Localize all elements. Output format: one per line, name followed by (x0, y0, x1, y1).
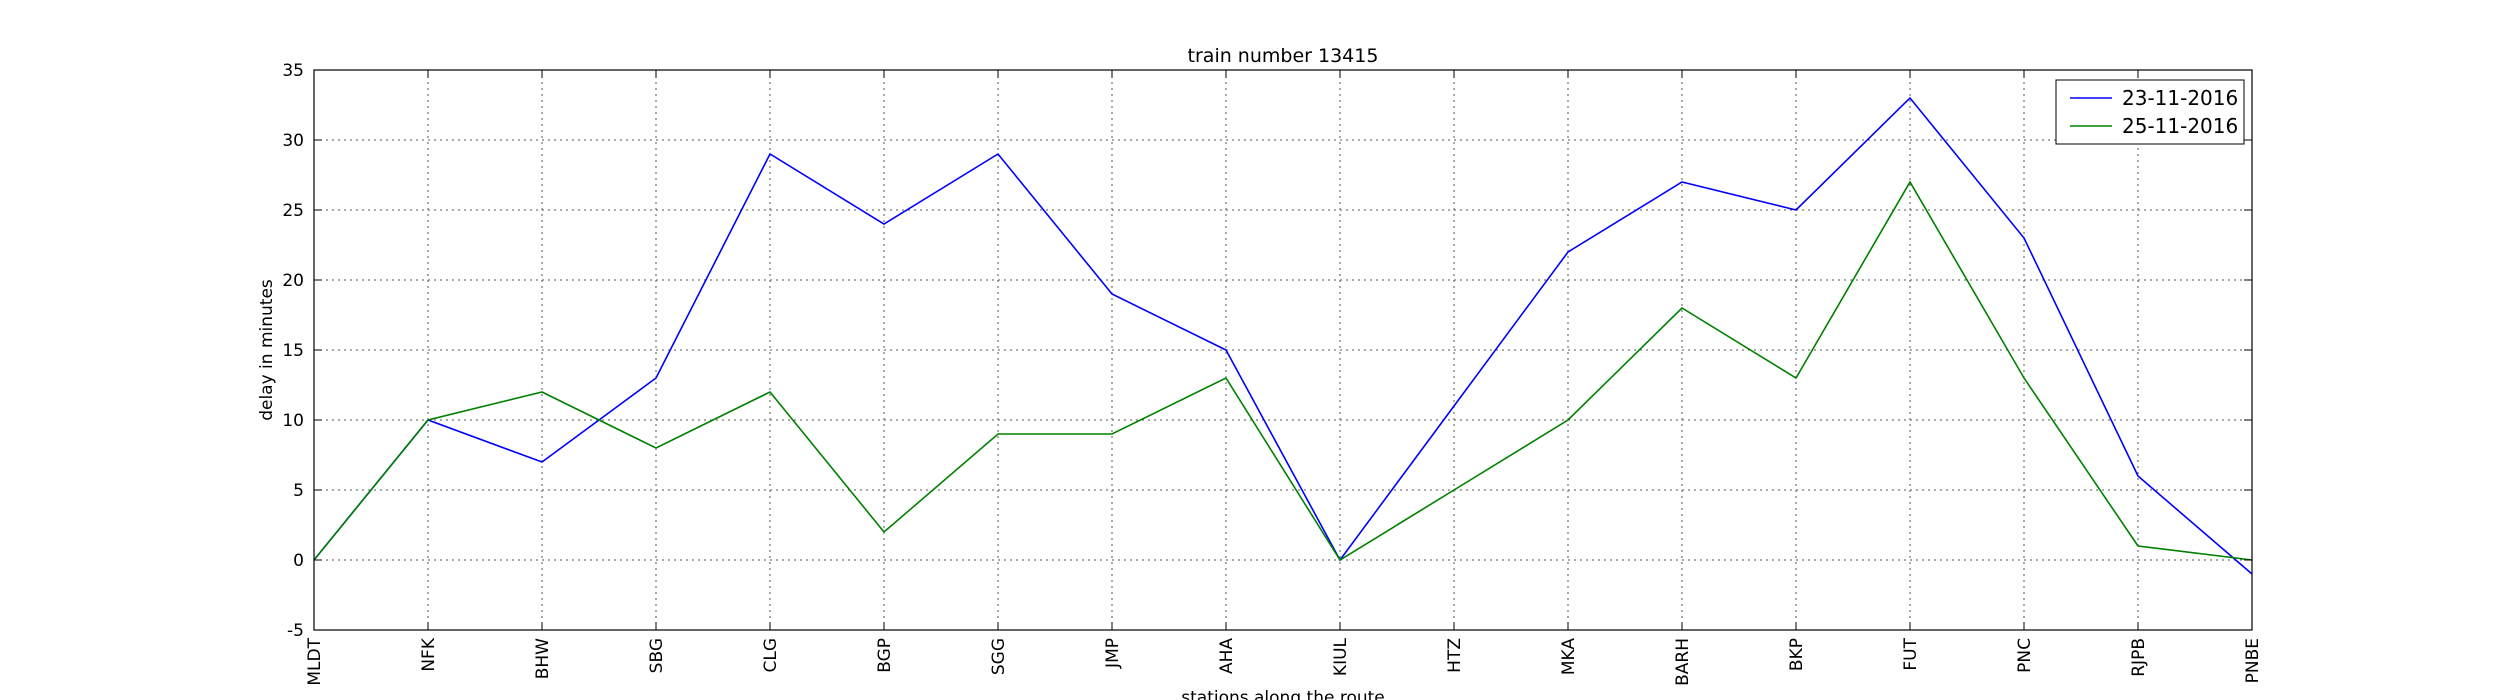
x-tick-label: AHA (1217, 638, 1237, 674)
legend-label: 25-11-2016 (2122, 114, 2238, 138)
y-tick-label: 30 (282, 131, 304, 151)
legend-box (2055, 79, 2245, 145)
x-tick-label: FUT (1901, 637, 1921, 670)
series-lines (313, 96, 2253, 575)
x-axis-label: stations along the route (1181, 688, 1385, 700)
x-tick-label: BARH (1673, 638, 1693, 686)
series-line-2 (313, 180, 2253, 562)
y-tick-label: 0 (293, 551, 304, 571)
grid-lines (313, 69, 2253, 631)
x-tick-label: KIUL (1331, 637, 1351, 676)
y-tick-label: 10 (282, 411, 304, 431)
x-tick-label: SBG (647, 638, 667, 673)
y-tick-label: 20 (282, 271, 304, 291)
x-tick-label: MKA (1559, 638, 1579, 676)
x-tick-label: JMP (1103, 638, 1123, 669)
y-tick-label: 35 (282, 61, 304, 81)
x-tick-label: RJPB (2129, 638, 2149, 677)
x-tick-label: NFK (419, 637, 439, 671)
axis-ticks: MLDT NFK BHW SBG CLG BGP SGG JMP AHA KIUL HTZ MKA BA… (282, 61, 2263, 686)
x-tick-label: HTZ (1445, 638, 1465, 673)
x-tick-label: MLDT (305, 637, 325, 685)
x-tick-label: SGG (989, 638, 1009, 675)
x-tick-label: BKP (1787, 638, 1807, 671)
y-tick-label: 5 (293, 481, 304, 501)
series-line-1 (313, 96, 2253, 575)
x-tick-label: BHW (533, 638, 553, 679)
y-tick-label: 15 (282, 341, 304, 361)
y-tick-label: 25 (282, 201, 304, 221)
x-tick-label: PNBE (2243, 638, 2263, 683)
chart-title: train number 13415 (1188, 45, 1379, 67)
x-tick-label: CLG (761, 638, 781, 673)
y-tick-label: -5 (287, 621, 304, 641)
plot-area (313, 69, 2253, 631)
y-axis-label: delay in minutes (257, 279, 277, 421)
legend: 23-11-2016 25-11-2016 (2055, 79, 2245, 145)
x-tick-label: BGP (875, 638, 895, 673)
legend-label: 23-11-2016 (2122, 86, 2238, 110)
x-tick-label: PNC (2015, 638, 2035, 673)
